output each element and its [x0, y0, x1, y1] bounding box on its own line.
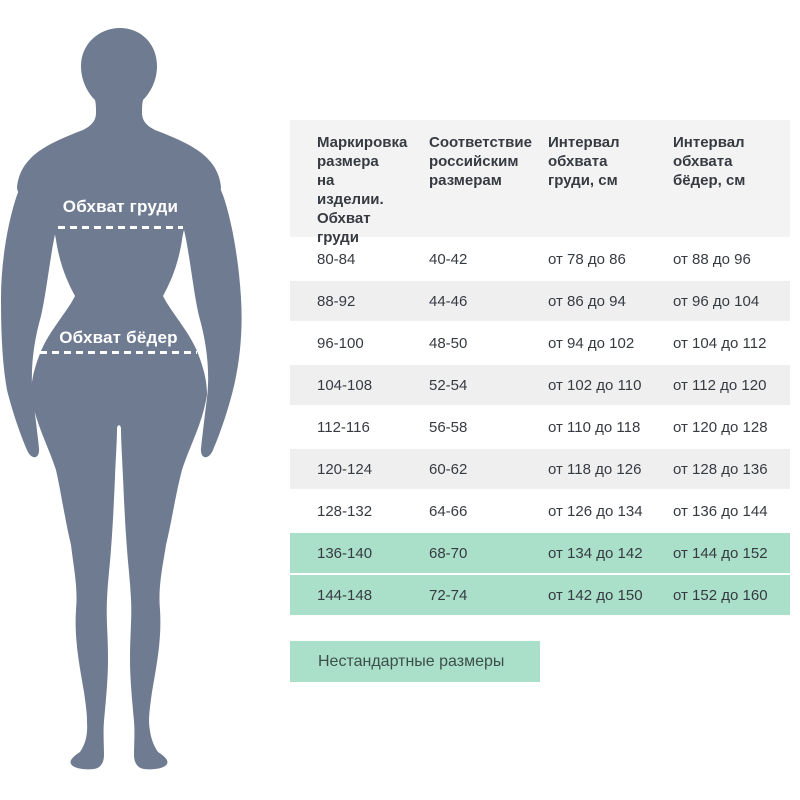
cell-chest-interval: от 142 до 150 [548, 586, 643, 604]
cell-russian-size: 60-62 [429, 460, 468, 478]
cell-hips-interval: от 136 до 144 [673, 502, 768, 520]
cell-hips-interval: от 88 до 96 [673, 250, 751, 268]
cell-chest-interval: от 134 до 142 [548, 544, 643, 562]
cell-marking: 96-100 [317, 334, 364, 352]
cell-hips-interval: от 128 до 136 [673, 460, 768, 478]
cell-chest-interval: от 118 до 126 [548, 460, 642, 478]
cell-chest-interval: от 110 до 118 [548, 418, 641, 436]
cell-hips-interval: от 120 до 128 [673, 418, 768, 436]
cell-hips-interval: от 144 до 152 [673, 544, 768, 562]
table-row-highlighted: 144-148 72-74 от 142 до 150 от 152 до 16… [290, 575, 790, 615]
nonstandard-sizes-badge: Нестандартные размеры [290, 641, 540, 682]
silhouette-body [17, 28, 221, 770]
size-table: Маркировка размера на изделии. Обхват гр… [290, 120, 790, 617]
cell-marking: 80-84 [317, 250, 356, 268]
table-row: 112-116 56-58 от 110 до 118 от 120 до 12… [290, 407, 790, 447]
silhouette-right-arm [158, 138, 242, 458]
table-row-highlighted: 136-140 68-70 от 134 до 142 от 144 до 15… [290, 533, 790, 573]
cell-hips-interval: от 112 до 120 [673, 376, 767, 394]
table-row: 96-100 48-50 от 94 до 102 от 104 до 112 [290, 323, 790, 363]
cell-russian-size: 40-42 [429, 250, 468, 268]
table-body: 80-84 40-42 от 78 до 86 от 88 до 96 88-9… [290, 239, 790, 615]
hips-girth-label: Обхват бёдер [59, 328, 178, 347]
cell-chest-interval: от 78 до 86 [548, 250, 626, 268]
hips-measure-line [40, 351, 197, 354]
table-row: 80-84 40-42 от 78 до 86 от 88 до 96 [290, 239, 790, 279]
cell-marking: 104-108 [317, 376, 373, 394]
female-silhouette [1, 28, 242, 770]
cell-russian-size: 72-74 [429, 586, 468, 604]
cell-hips-interval: от 96 до 104 [673, 292, 760, 310]
cell-marking: 144-148 [317, 586, 373, 604]
cell-russian-size: 64-66 [429, 502, 468, 520]
cell-russian-size: 68-70 [429, 544, 468, 562]
table-row: 120-124 60-62 от 118 до 126 от 128 до 13… [290, 449, 790, 489]
header-russian-size: Соответствие российским размерам [429, 134, 532, 189]
silhouette-left-arm [1, 138, 82, 458]
header-size-marking: Маркировка размера на изделии. Обхват гр… [317, 134, 408, 246]
table-row: 104-108 52-54 от 102 до 110 от 112 до 12… [290, 365, 790, 405]
header-chest-interval: Интервал обхвата груди, см [548, 134, 620, 189]
cell-hips-interval: от 152 до 160 [673, 586, 768, 604]
cell-russian-size: 52-54 [429, 376, 468, 394]
header-hips-interval: Интервал обхвата бёдер, см [673, 134, 746, 189]
cell-marking: 120-124 [317, 460, 373, 478]
chest-measure-line [58, 226, 183, 229]
cell-chest-interval: от 102 до 110 [548, 376, 642, 394]
cell-russian-size: 48-50 [429, 334, 468, 352]
cell-hips-interval: от 104 до 112 [673, 334, 767, 352]
cell-russian-size: 56-58 [429, 418, 468, 436]
cell-marking: 128-132 [317, 502, 373, 520]
table-row: 128-132 64-66 от 126 до 134 от 136 до 14… [290, 491, 790, 531]
cell-chest-interval: от 126 до 134 [548, 502, 643, 520]
table-row: 88-92 44-46 от 86 до 94 от 96 до 104 [290, 281, 790, 321]
cell-russian-size: 44-46 [429, 292, 468, 310]
cell-marking: 88-92 [317, 292, 356, 310]
cell-marking: 136-140 [317, 544, 373, 562]
table-header-row: Маркировка размера на изделии. Обхват гр… [290, 120, 790, 246]
cell-chest-interval: от 86 до 94 [548, 292, 626, 310]
cell-chest-interval: от 94 до 102 [548, 334, 635, 352]
chest-girth-label: Обхват груди [62, 197, 179, 216]
cell-marking: 112-116 [317, 418, 370, 436]
